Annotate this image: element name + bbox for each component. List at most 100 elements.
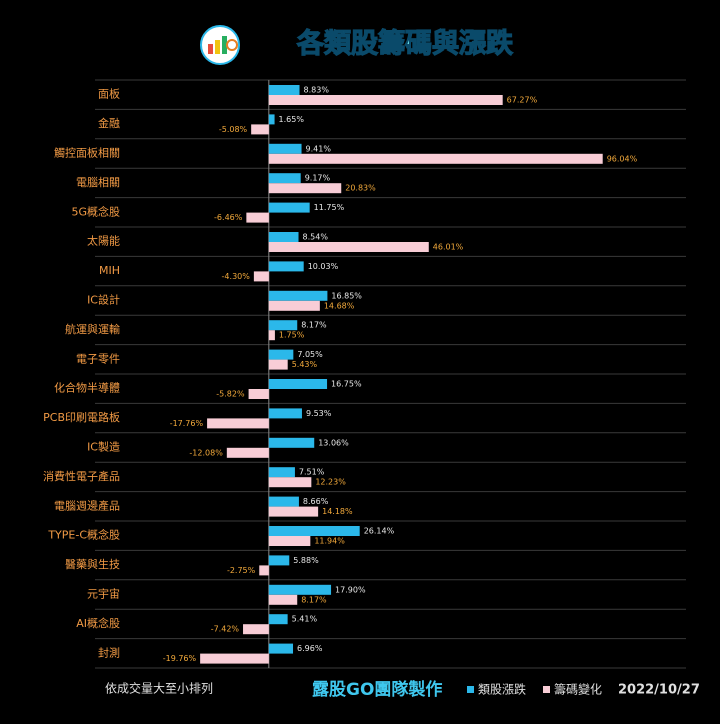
value-label: 1.65% xyxy=(279,115,305,124)
bar xyxy=(268,408,302,419)
bar xyxy=(268,526,360,536)
credit: 露股GO團隊製作 xyxy=(312,679,442,700)
legend-swatch xyxy=(467,686,474,693)
bar xyxy=(246,212,269,223)
note: 依成交量大至小排列 xyxy=(105,681,213,696)
bar xyxy=(248,389,269,399)
category-label: 化合物半導體 xyxy=(54,381,120,395)
value-label: 46.01% xyxy=(433,243,464,252)
value-label: 17.90% xyxy=(335,585,366,594)
category-label: 醫藥與生技 xyxy=(65,557,120,571)
value-label: 11.94% xyxy=(314,537,345,546)
value-label: -12.08% xyxy=(189,448,223,457)
bar xyxy=(268,143,302,154)
bar xyxy=(268,242,429,252)
category-label: 5G概念股 xyxy=(71,204,120,218)
value-label: 14.68% xyxy=(324,301,355,310)
value-label: 5.88% xyxy=(293,556,319,565)
category-label: 太陽能 xyxy=(87,234,120,248)
bar xyxy=(268,173,301,184)
value-label: 9.53% xyxy=(306,409,332,418)
value-label: -5.82% xyxy=(216,390,245,399)
bar xyxy=(243,624,269,635)
value-label: 9.17% xyxy=(305,174,331,183)
bar xyxy=(268,349,294,360)
bar xyxy=(268,594,298,605)
value-label: 6.96% xyxy=(297,644,323,653)
value-label: 9.41% xyxy=(306,144,332,153)
value-label: 8.54% xyxy=(303,233,329,242)
category-label: 金融 xyxy=(98,116,120,130)
value-label: -7.42% xyxy=(211,625,240,634)
logo xyxy=(200,25,240,65)
bar xyxy=(268,584,332,595)
bar xyxy=(268,183,342,194)
bar xyxy=(268,153,603,164)
value-label: -4.30% xyxy=(222,272,251,281)
value-label: -19.76% xyxy=(163,654,197,663)
value-label: 16.75% xyxy=(331,380,362,389)
value-label: 7.05% xyxy=(297,350,323,359)
bar xyxy=(268,320,298,331)
category-label: IC製造 xyxy=(87,440,120,454)
bar xyxy=(259,565,269,576)
value-label: -5.08% xyxy=(219,125,248,134)
value-label: 5.43% xyxy=(292,360,318,369)
bar xyxy=(268,614,288,625)
value-label: 11.75% xyxy=(314,203,345,212)
value-label: 13.06% xyxy=(318,438,349,447)
value-label: 26.14% xyxy=(364,527,395,536)
bar xyxy=(268,536,311,546)
category-label: PCB印刷電路板 xyxy=(43,410,120,424)
bar xyxy=(268,290,328,301)
category-label: 消費性電子產品 xyxy=(43,469,120,483)
bar xyxy=(268,643,294,654)
category-label: MIH xyxy=(99,264,120,277)
category-label: 面板 xyxy=(98,87,120,101)
bar xyxy=(253,271,269,282)
chart-title: 各類股籌碼與漲跌 xyxy=(296,28,513,60)
value-label: 1.75% xyxy=(279,331,305,340)
bar xyxy=(268,95,503,105)
bar xyxy=(268,114,275,125)
value-label: -17.76% xyxy=(170,419,204,428)
date: 2022/10/27 xyxy=(618,683,700,698)
bar xyxy=(268,330,275,341)
value-label: 16.85% xyxy=(331,291,362,300)
value-label: 8.17% xyxy=(301,595,327,604)
bar xyxy=(200,653,269,664)
category-label: IC設計 xyxy=(87,293,120,307)
legend-label: 籌碼變化 xyxy=(554,682,602,697)
category-label: 電腦相關 xyxy=(76,175,120,189)
bar xyxy=(268,437,315,448)
value-label: -6.46% xyxy=(214,213,243,222)
bar xyxy=(268,300,320,311)
bar xyxy=(268,379,328,389)
category-label: TYPE-C概念股 xyxy=(47,528,120,542)
category-label: 封測 xyxy=(98,645,120,659)
bar xyxy=(268,261,304,272)
bar xyxy=(251,124,269,135)
value-label: 5.41% xyxy=(292,615,318,624)
value-label: 8.17% xyxy=(301,321,327,330)
bar xyxy=(268,555,290,566)
category-label: AI概念股 xyxy=(76,616,120,630)
bar xyxy=(268,85,300,95)
category-label: 觸控面板相關 xyxy=(54,146,120,160)
value-label: 8.83% xyxy=(304,86,330,95)
category-label: 電子零件 xyxy=(76,352,120,365)
legend-label: 類股漲跌 xyxy=(478,682,526,697)
bar xyxy=(268,359,288,370)
category-label: 元宇宙 xyxy=(87,587,120,601)
value-label: 7.51% xyxy=(299,468,325,477)
value-label: 96.04% xyxy=(607,154,638,163)
category-label: 航運與運輸 xyxy=(65,322,120,336)
value-label: 10.03% xyxy=(308,262,339,271)
value-label: 14.18% xyxy=(322,507,353,516)
bar xyxy=(268,202,310,213)
value-label: 12.23% xyxy=(315,478,346,487)
bar xyxy=(268,506,319,517)
value-label: -2.75% xyxy=(227,566,256,575)
